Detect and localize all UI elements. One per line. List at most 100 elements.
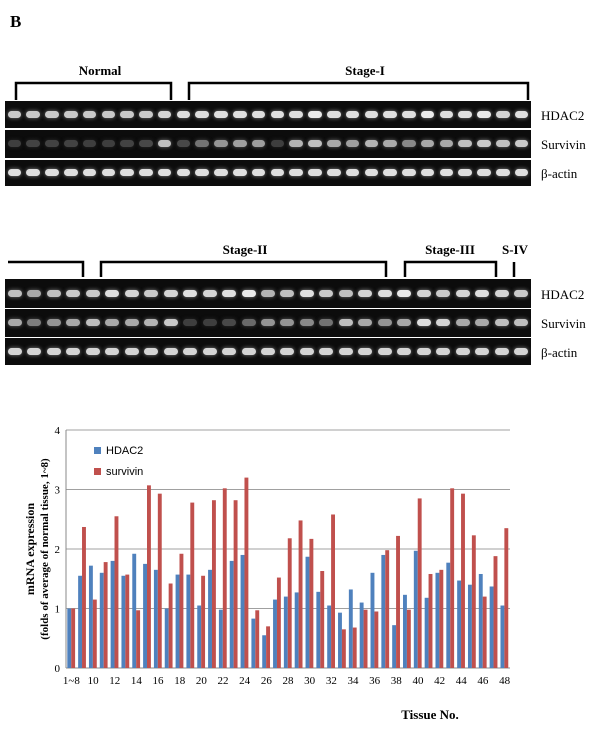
bar-survivin-22 (222, 488, 227, 668)
bracket-normal (14, 81, 173, 100)
gel-bottom-band (319, 347, 334, 355)
gel-bottom-band (105, 319, 120, 326)
bar-survivin-20 (201, 575, 206, 668)
gel-top-band (308, 169, 322, 176)
gel-bottom-band (46, 347, 61, 355)
bar-hdac2-12 (110, 560, 115, 668)
gel-bottom-band (124, 319, 139, 326)
gel-bottom-band (280, 289, 295, 297)
gel-bottom-band (416, 289, 431, 297)
bracket-label-normal: Normal (78, 63, 122, 78)
bar-hdac2-13 (121, 575, 126, 668)
bar-hdac2-46 (478, 573, 483, 668)
y-axis-title: mRNA expression (23, 503, 37, 595)
gel-top-band (101, 110, 116, 118)
gel-bottom-band (163, 347, 178, 355)
gel-top-band (26, 110, 40, 118)
gel-bottom-band (66, 347, 81, 355)
gel-bottom-band (397, 319, 412, 326)
bar-hdac2-47 (489, 586, 494, 668)
bar-hdac2-20 (197, 605, 202, 668)
gel-bottom-band (455, 289, 470, 297)
bar-hdac2-14 (132, 553, 137, 668)
gel-top-band (496, 110, 510, 118)
gel-bottom-band (338, 319, 353, 326)
gel-bottom-band (241, 319, 256, 326)
gel-top-band (439, 110, 454, 118)
gel-top-band (402, 110, 416, 118)
gel-bottom-band (124, 347, 139, 355)
gel-bottom-band (358, 289, 373, 297)
gel-bottom-label-actin: β-actin (541, 345, 578, 360)
gel-bottom-band (436, 347, 451, 355)
bar-survivin-17 (168, 583, 173, 668)
x-tick-label: 18 (174, 675, 186, 687)
x-tick-label: 10 (88, 675, 100, 687)
bar-hdac2-31 (316, 591, 321, 668)
bar-survivin-29 (298, 520, 303, 668)
gel-top-band (63, 110, 78, 118)
gel-bottom-band (163, 319, 178, 326)
gel-bottom-label-hdac2: HDAC2 (541, 287, 585, 302)
bar-survivin-1~8 (71, 608, 76, 668)
x-tick-label: 26 (261, 675, 273, 687)
gel-bottom-band (183, 289, 198, 297)
gel-top-band (233, 110, 247, 118)
x-tick-label: 36 (369, 675, 381, 687)
gel-top-band (214, 169, 228, 176)
gel-top-band (195, 169, 209, 176)
bar-survivin-10 (92, 599, 97, 668)
bar-survivin-11 (103, 562, 108, 668)
bar-hdac2-36 (370, 572, 375, 668)
bar-survivin-25 (255, 610, 260, 668)
bar-hdac2-42 (435, 572, 440, 668)
gel-top-band (101, 169, 116, 176)
gel-bottom-band (514, 347, 529, 355)
gel-top-band (82, 110, 97, 118)
bar-survivin-42 (439, 569, 444, 668)
panel-letter: B (10, 12, 22, 31)
bar-hdac2-23 (229, 560, 234, 668)
x-tick-label: 28 (283, 675, 295, 687)
gel-top-band (7, 140, 22, 147)
bar-survivin-30 (309, 538, 314, 668)
bar-survivin-46 (482, 596, 487, 668)
bar-hdac2-24 (240, 554, 245, 668)
gel-bottom-band (397, 289, 412, 297)
gel-bottom-band (280, 319, 295, 326)
gel-top-band (157, 169, 172, 176)
gel-bottom-band (475, 347, 490, 355)
gel-bottom-band (85, 347, 100, 355)
legend-label-survivin: survivin (106, 466, 143, 478)
gel-top-band (120, 169, 134, 176)
gel-top-survivin-strip (5, 130, 531, 158)
gel-bottom-band (222, 347, 237, 355)
gel-top-band (63, 169, 78, 176)
gel-top-band (233, 169, 247, 176)
gel-top-band (45, 169, 59, 176)
gel-top-band (120, 140, 134, 147)
bar-survivin-28 (287, 538, 292, 668)
gel-top-band (157, 140, 172, 147)
gel-top-band (477, 140, 491, 147)
bar-survivin-35 (363, 609, 368, 668)
gel-bottom-band (319, 289, 334, 297)
legend-swatch-survivin (94, 468, 101, 475)
x-tick-label: 40 (412, 675, 424, 687)
y-tick-label: 2 (55, 544, 61, 556)
gel-top-band (383, 140, 397, 147)
gel-bottom-band (202, 319, 217, 326)
gel-bottom-band (66, 319, 81, 326)
bar-hdac2-15 (143, 563, 147, 669)
bar-hdac2-48 (500, 605, 505, 668)
bar-survivin-26 (266, 626, 271, 668)
bar-survivin-34 (352, 627, 357, 668)
gel-bottom-band (377, 347, 392, 355)
bar-hdac2-32 (327, 605, 332, 668)
bar-hdac2-21 (208, 569, 212, 668)
bracket-stage-i (187, 81, 530, 100)
gel-top-band (45, 110, 59, 118)
bar-survivin-38 (396, 535, 400, 668)
x-tick-labels: 1~8 10 12 14 16 18 20 22 24 26 28 30 32 34 36 38 40 42 44 4… (63, 675, 511, 687)
gel-bottom-band (144, 319, 159, 326)
